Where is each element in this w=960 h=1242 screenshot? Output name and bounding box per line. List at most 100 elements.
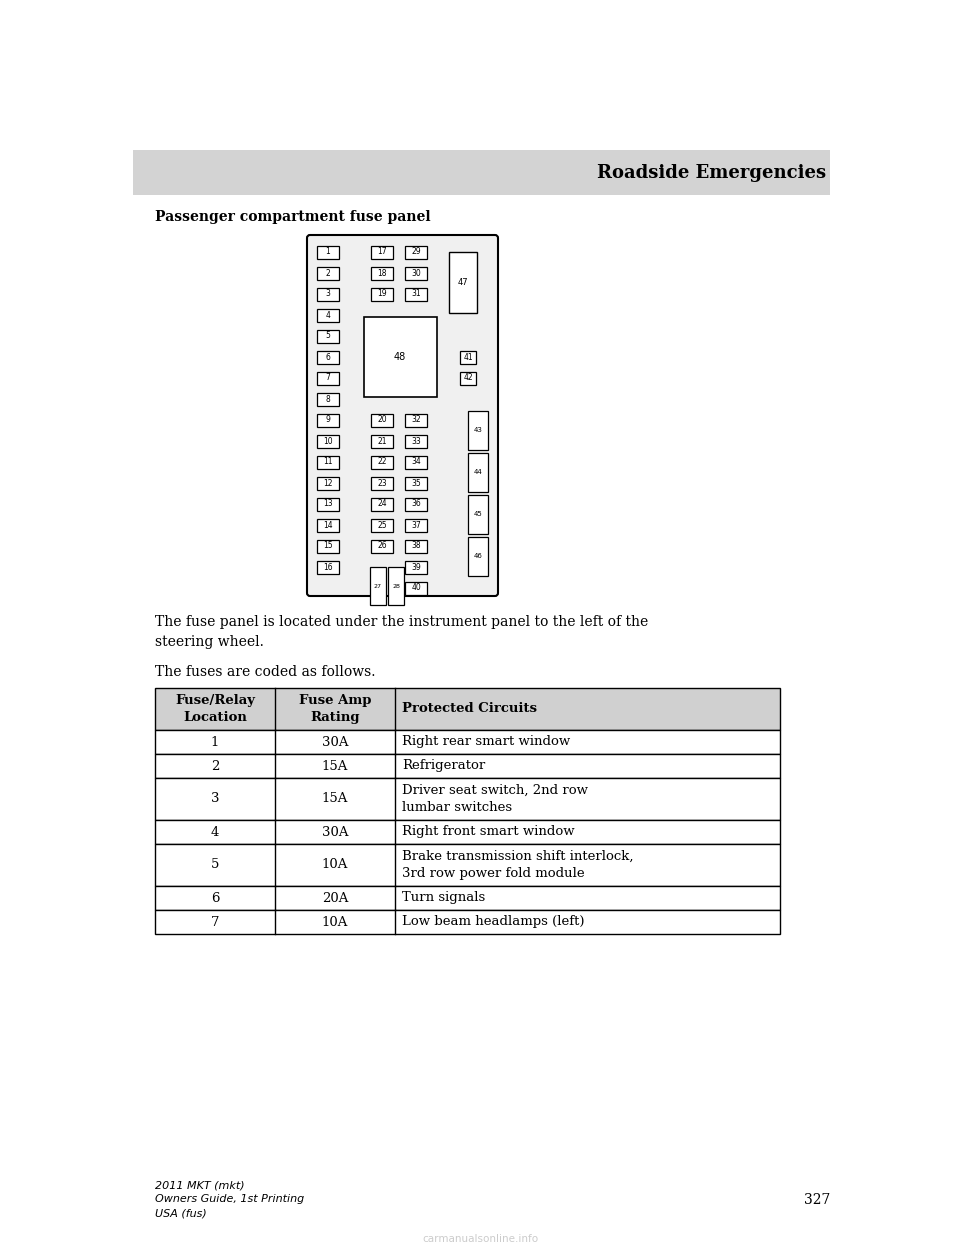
Bar xyxy=(371,246,393,258)
Text: 2: 2 xyxy=(325,268,330,277)
Bar xyxy=(405,456,427,468)
Bar xyxy=(388,568,404,605)
Bar xyxy=(317,246,339,258)
Text: 36: 36 xyxy=(411,499,420,508)
Text: 1: 1 xyxy=(211,735,219,749)
Text: 20A: 20A xyxy=(322,892,348,904)
Text: Roadside Emergencies: Roadside Emergencies xyxy=(597,164,826,181)
Bar xyxy=(371,267,393,279)
Text: 29: 29 xyxy=(411,247,420,257)
Text: Fuse/Relay
Location: Fuse/Relay Location xyxy=(175,694,255,724)
Text: 28: 28 xyxy=(392,584,400,589)
Text: Passenger compartment fuse panel: Passenger compartment fuse panel xyxy=(155,210,431,224)
Text: 6: 6 xyxy=(211,892,219,904)
Bar xyxy=(317,287,339,301)
Text: Right front smart window: Right front smart window xyxy=(402,826,575,838)
Bar xyxy=(405,414,427,426)
Text: 3: 3 xyxy=(325,289,330,298)
Text: 40: 40 xyxy=(411,584,420,592)
Bar xyxy=(460,371,476,385)
Bar xyxy=(371,477,393,489)
Text: Right rear smart window: Right rear smart window xyxy=(402,735,570,749)
Bar xyxy=(364,317,437,397)
Bar xyxy=(317,414,339,426)
Bar xyxy=(155,730,780,754)
Text: 39: 39 xyxy=(411,563,420,571)
Bar xyxy=(155,754,780,777)
Text: 27: 27 xyxy=(374,584,382,589)
Text: 3: 3 xyxy=(211,792,219,806)
Bar xyxy=(405,581,427,595)
Text: 38: 38 xyxy=(411,542,420,550)
Text: 4: 4 xyxy=(325,310,330,319)
Text: 30: 30 xyxy=(411,268,420,277)
Bar xyxy=(468,496,488,534)
Text: carmanualsonline.info: carmanualsonline.info xyxy=(422,1235,538,1242)
Text: 37: 37 xyxy=(411,520,420,529)
Bar xyxy=(468,537,488,576)
Bar xyxy=(371,518,393,532)
Bar xyxy=(317,435,339,447)
Text: 4: 4 xyxy=(211,826,219,838)
Text: 35: 35 xyxy=(411,478,420,488)
Bar xyxy=(317,477,339,489)
Bar xyxy=(371,435,393,447)
Text: 2: 2 xyxy=(211,760,219,773)
Text: 17: 17 xyxy=(377,247,387,257)
Text: 21: 21 xyxy=(377,436,387,446)
Text: 30A: 30A xyxy=(322,735,348,749)
Bar xyxy=(370,568,386,605)
Text: 5: 5 xyxy=(325,332,330,340)
Text: 25: 25 xyxy=(377,520,387,529)
Text: 2011 MKT (mkt): 2011 MKT (mkt) xyxy=(155,1180,245,1190)
Text: The fuses are coded as follows.: The fuses are coded as follows. xyxy=(155,664,375,679)
Bar xyxy=(371,287,393,301)
Bar xyxy=(317,267,339,279)
Text: 23: 23 xyxy=(377,478,387,488)
Bar xyxy=(155,820,780,845)
Bar xyxy=(405,518,427,532)
Text: 18: 18 xyxy=(377,268,387,277)
Bar xyxy=(317,371,339,385)
Bar xyxy=(155,910,780,934)
Text: 10A: 10A xyxy=(322,915,348,929)
Text: 5: 5 xyxy=(211,858,219,872)
Text: 33: 33 xyxy=(411,436,420,446)
Text: 16: 16 xyxy=(324,563,333,571)
Text: 20: 20 xyxy=(377,416,387,425)
Bar xyxy=(155,845,780,886)
Text: 41: 41 xyxy=(463,353,473,361)
Bar xyxy=(460,350,476,364)
Bar xyxy=(371,498,393,510)
Text: 10A: 10A xyxy=(322,858,348,872)
Bar xyxy=(317,539,339,553)
Text: USA (fus): USA (fus) xyxy=(155,1208,206,1218)
Text: 10: 10 xyxy=(324,436,333,446)
Text: 6: 6 xyxy=(325,353,330,361)
Bar xyxy=(371,539,393,553)
Text: 8: 8 xyxy=(325,395,330,404)
Bar xyxy=(405,267,427,279)
Text: Fuse Amp
Rating: Fuse Amp Rating xyxy=(299,694,372,724)
Bar xyxy=(405,560,427,574)
Bar xyxy=(405,287,427,301)
Bar xyxy=(405,246,427,258)
Text: 1: 1 xyxy=(325,247,330,257)
Text: 14: 14 xyxy=(324,520,333,529)
Text: The fuse panel is located under the instrument panel to the left of the
steering: The fuse panel is located under the inst… xyxy=(155,615,648,650)
Text: 45: 45 xyxy=(473,512,482,518)
Text: 19: 19 xyxy=(377,289,387,298)
Bar xyxy=(317,329,339,343)
Text: 32: 32 xyxy=(411,416,420,425)
Bar xyxy=(468,411,488,450)
Text: 44: 44 xyxy=(473,469,482,476)
Text: 7: 7 xyxy=(325,374,330,383)
Bar xyxy=(317,560,339,574)
Bar xyxy=(317,518,339,532)
Text: Turn signals: Turn signals xyxy=(402,892,485,904)
Text: 7: 7 xyxy=(211,915,219,929)
Text: 26: 26 xyxy=(377,542,387,550)
Text: 47: 47 xyxy=(458,278,468,287)
Text: 15A: 15A xyxy=(322,760,348,773)
Text: 31: 31 xyxy=(411,289,420,298)
